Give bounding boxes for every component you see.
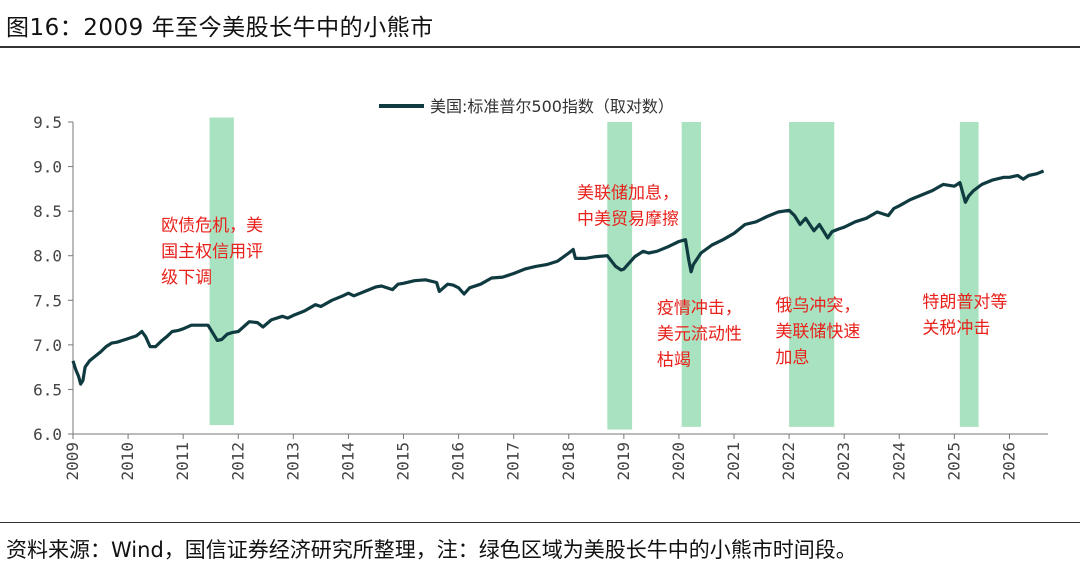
x-tick-label: 2015 bbox=[394, 442, 413, 481]
annotation-text: 枯竭 bbox=[657, 351, 691, 371]
x-tick-label: 2020 bbox=[669, 442, 688, 481]
x-tick-label: 2025 bbox=[944, 442, 963, 481]
x-tick-label: 2014 bbox=[338, 442, 357, 481]
annotation-text: 欧债危机，美 bbox=[161, 216, 263, 236]
y-tick-label: 9.0 bbox=[33, 158, 62, 177]
annotation-text: 特朗普对等 bbox=[922, 292, 1007, 312]
x-tick-label: 2021 bbox=[724, 442, 743, 481]
x-tick-label: 2010 bbox=[118, 442, 137, 481]
legend-label: 美国:标准普尔500指数（取对数） bbox=[430, 97, 674, 116]
x-tick-label: 2011 bbox=[173, 442, 192, 481]
annotation-text: 俄乌冲突， bbox=[775, 296, 860, 316]
annotation-text: 级下调 bbox=[161, 268, 212, 288]
y-tick-label: 8.0 bbox=[33, 247, 62, 266]
x-tick-label: 2022 bbox=[779, 442, 798, 481]
annotation-text: 美元流动性 bbox=[657, 325, 742, 345]
x-tick-label: 2012 bbox=[228, 442, 247, 481]
source-divider bbox=[0, 522, 1080, 523]
chart-title: 图16：2009 年至今美股长牛中的小熊市 bbox=[6, 15, 434, 41]
bear-market-band bbox=[209, 117, 234, 426]
annotation-text: 美联储快速 bbox=[775, 322, 860, 342]
y-tick-label: 6.5 bbox=[33, 380, 62, 399]
bear-market-band bbox=[607, 122, 633, 430]
annotation-text: 加息 bbox=[775, 348, 809, 368]
title-divider bbox=[0, 46, 1080, 48]
x-tick-label: 2018 bbox=[559, 442, 578, 481]
y-tick-label: 6.0 bbox=[33, 425, 62, 444]
annotation-text: 关税冲击 bbox=[922, 318, 990, 338]
x-tick-label: 2016 bbox=[449, 442, 468, 481]
annotation-text: 美联储加息， bbox=[577, 184, 679, 204]
y-tick-label: 7.5 bbox=[33, 291, 62, 310]
y-tick-label: 8.5 bbox=[33, 202, 62, 221]
x-tick-label: 2017 bbox=[504, 442, 523, 481]
source-note: 资料来源：Wind，国信证券经济研究所整理，注：绿色区域为美股长牛中的小熊市时间… bbox=[6, 538, 857, 562]
x-tick-label: 2013 bbox=[283, 442, 302, 481]
x-tick-label: 2019 bbox=[614, 442, 633, 481]
annotation-text: 疫情冲击， bbox=[657, 299, 742, 319]
bear-market-band bbox=[789, 122, 835, 427]
x-tick-label: 2009 bbox=[63, 442, 82, 481]
annotation-text: 中美贸易摩擦 bbox=[577, 210, 679, 230]
x-tick-label: 2024 bbox=[889, 442, 908, 481]
sp500-log-line bbox=[71, 169, 1045, 386]
bear-market-band bbox=[681, 122, 701, 427]
x-tick-label: 2026 bbox=[999, 442, 1018, 481]
y-tick-label: 7.0 bbox=[33, 336, 62, 355]
x-tick-label: 2023 bbox=[834, 442, 853, 481]
bear-market-band bbox=[959, 122, 979, 427]
annotation-text: 国主权信用评 bbox=[161, 242, 263, 262]
y-tick-label: 9.5 bbox=[33, 113, 62, 132]
